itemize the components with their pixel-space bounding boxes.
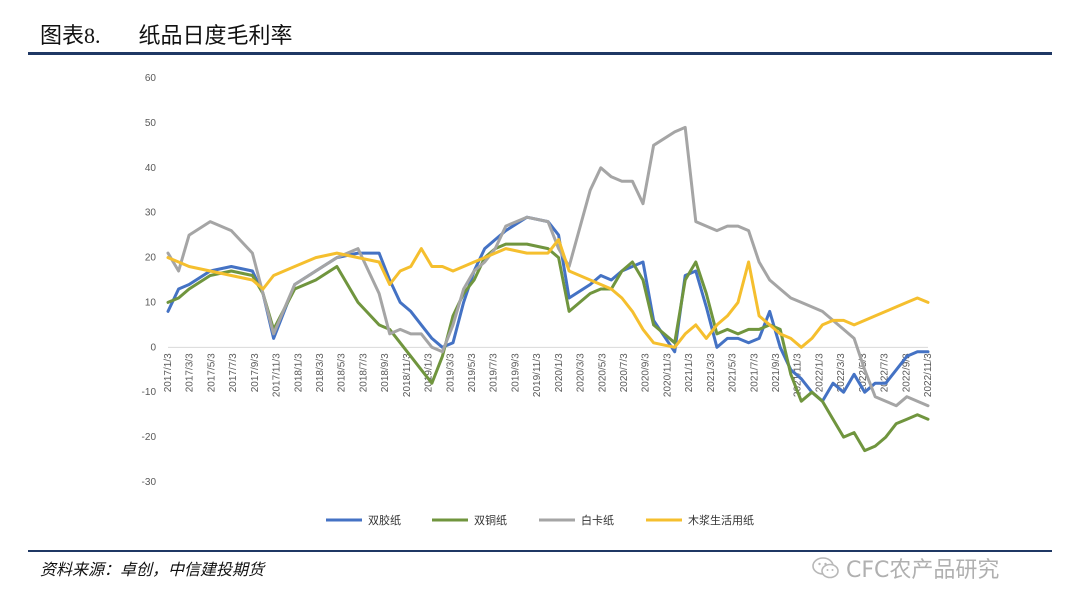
legend-label: 木浆生活用纸 [688, 513, 754, 527]
series-line [166, 238, 930, 349]
x-tick-label: 2019/9/3 [510, 353, 521, 392]
x-tick-label: 2020/3/3 [576, 353, 587, 392]
x-tick-label: 2018/3/3 [315, 353, 326, 392]
title-prefix: 图表 [40, 24, 85, 49]
x-tick-label: 2021/9/3 [771, 353, 782, 392]
x-tick-label: 2020/7/3 [619, 353, 630, 392]
x-tick-label: 2022/5/3 [858, 353, 869, 392]
x-tick-label: 2022/7/3 [880, 353, 891, 392]
footer-rule [28, 550, 1052, 552]
x-tick-label: 2019/11/3 [532, 353, 543, 397]
x-tick-label: 2022/3/3 [836, 353, 847, 392]
x-tick-label: 2018/11/3 [402, 353, 413, 397]
x-tick-label: 2018/1/3 [293, 353, 304, 392]
x-tick-label: 2017/3/3 [185, 353, 196, 392]
x-tick-label: 2021/3/3 [706, 353, 717, 392]
x-tick-label: 2017/5/3 [206, 353, 217, 392]
x-tick-label: 2017/7/3 [228, 353, 239, 392]
line-chart: -30 -20 -10 0 10 20 30 40 50 60 2017/1/3 2017/3/3 20… [142, 73, 934, 527]
y-tick-label: 10 [145, 297, 157, 308]
x-tick-label: 2022/11/3 [923, 353, 934, 397]
x-tick-label: 2020/11/3 [662, 353, 673, 397]
series-line [166, 125, 930, 408]
watermark: CFC农产品研究 [812, 552, 999, 586]
y-tick-label: -10 [142, 387, 157, 398]
x-tick-label: 2020/5/3 [597, 353, 608, 392]
wechat-icon [812, 556, 840, 586]
x-tick-label: 2020/1/3 [554, 353, 565, 392]
y-tick-label: 60 [145, 73, 157, 84]
legend-label: 双胶纸 [368, 513, 401, 527]
source-note: 资料来源：卓创，中信建投期货 [40, 560, 265, 579]
x-tick-label: 2017/11/3 [272, 353, 283, 397]
x-tick-label: 2018/7/3 [358, 353, 369, 392]
x-tick-label: 2019/3/3 [445, 353, 456, 392]
x-tick-label: 2021/7/3 [749, 353, 760, 392]
x-tick-label: 2019/5/3 [467, 353, 478, 392]
title-number: 8. [84, 23, 101, 48]
title-text: 纸品日度毛利率 [138, 24, 293, 49]
x-tick-label: 2019/1/3 [424, 353, 435, 392]
header-rule [28, 52, 1052, 55]
x-tick-label: 2022/1/3 [814, 353, 825, 392]
x-tick-label: 2018/9/3 [380, 353, 391, 392]
series-line [166, 242, 930, 453]
y-tick-label: 50 [145, 118, 157, 129]
y-tick-label: 20 [145, 253, 157, 264]
x-tick-label: 2020/9/3 [641, 353, 652, 392]
y-tick-label: 30 [145, 208, 157, 219]
x-tick-label: 2017/1/3 [163, 353, 174, 392]
x-tick-label: 2017/9/3 [250, 353, 261, 392]
y-tick-label: 40 [145, 163, 157, 174]
x-tick-label: 2021/5/3 [728, 353, 739, 392]
legend-label: 双铜纸 [474, 513, 507, 527]
chart-title: 图表8. 纸品日度毛利率 [40, 18, 293, 50]
legend-label: 白卡纸 [581, 513, 614, 527]
x-tick-label: 2019/7/3 [489, 353, 500, 392]
watermark-text: CFC农产品研究 [846, 558, 1000, 583]
x-tick-label: 2018/5/3 [337, 353, 348, 392]
y-tick-label: 0 [150, 342, 156, 353]
x-tick-label: 2022/9/3 [901, 353, 912, 392]
y-tick-label: -20 [142, 432, 157, 443]
x-tick-label: 2021/1/3 [684, 353, 695, 392]
y-tick-label: -30 [142, 477, 157, 488]
